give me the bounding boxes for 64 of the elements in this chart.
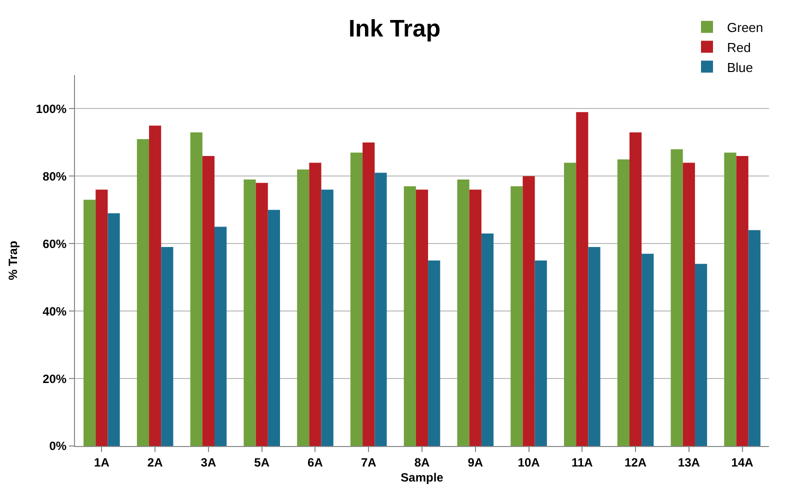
bar (108, 213, 120, 446)
x-tick-label: 8A (414, 455, 430, 470)
x-tick-label: 3A (200, 455, 216, 470)
y-tick-label: 40% (42, 304, 67, 318)
legend-label: Red (727, 40, 751, 55)
bar (682, 162, 695, 446)
bar (670, 149, 683, 446)
bar (161, 247, 174, 446)
bar (428, 260, 440, 446)
bar (576, 112, 588, 446)
bar (350, 152, 363, 446)
bar (149, 126, 162, 446)
y-tick-label: 60% (42, 236, 67, 251)
bar (136, 139, 150, 446)
bar (321, 190, 334, 446)
bar (374, 172, 387, 446)
bar (416, 190, 428, 446)
bar (534, 260, 547, 446)
bar (588, 247, 600, 446)
bar (190, 132, 202, 446)
bar (84, 200, 96, 446)
x-tick-label: 12A (624, 455, 647, 470)
bar (309, 162, 322, 446)
x-tick-label: 1A (94, 455, 110, 470)
bar (694, 264, 708, 446)
bar (214, 226, 227, 446)
y-tick-label: 80% (42, 169, 67, 184)
bar (564, 162, 576, 446)
x-tick-label: 9A (468, 455, 484, 470)
bar (268, 210, 280, 446)
bar (96, 190, 108, 446)
bar (469, 190, 482, 446)
x-tick-label: 13A (678, 455, 700, 470)
bar (642, 254, 654, 446)
bar (510, 186, 523, 446)
bar (256, 182, 268, 446)
y-tick-label: 0% (49, 439, 67, 454)
bar (244, 180, 256, 446)
y-tick-label: 100% (36, 102, 67, 116)
bar (481, 234, 494, 446)
x-axis-title: Sample (400, 470, 444, 484)
legend-label: Blue (727, 60, 754, 75)
x-tick-label: 2A (147, 455, 164, 470)
x-tick-label: 11A (571, 455, 594, 470)
bar (362, 142, 375, 446)
bar (748, 230, 760, 446)
bar (724, 152, 736, 446)
bar (736, 156, 748, 446)
bar (629, 132, 642, 446)
y-tick-label: 20% (42, 372, 67, 386)
x-tick-label: 14A (731, 455, 754, 470)
bar (617, 159, 630, 446)
bar (457, 180, 470, 446)
x-tick-label: 7A (360, 455, 377, 470)
bar (202, 156, 215, 446)
bar (297, 169, 310, 446)
x-tick-label: 6A (308, 455, 324, 470)
bar (522, 176, 535, 446)
chart-title: Ink Trap (348, 16, 441, 43)
x-tick-label: 5A (254, 455, 270, 470)
x-tick-label: 10A (518, 455, 540, 470)
bar (404, 186, 416, 446)
legend-label: Green (727, 20, 764, 35)
y-axis-title: % Trap (6, 240, 20, 280)
